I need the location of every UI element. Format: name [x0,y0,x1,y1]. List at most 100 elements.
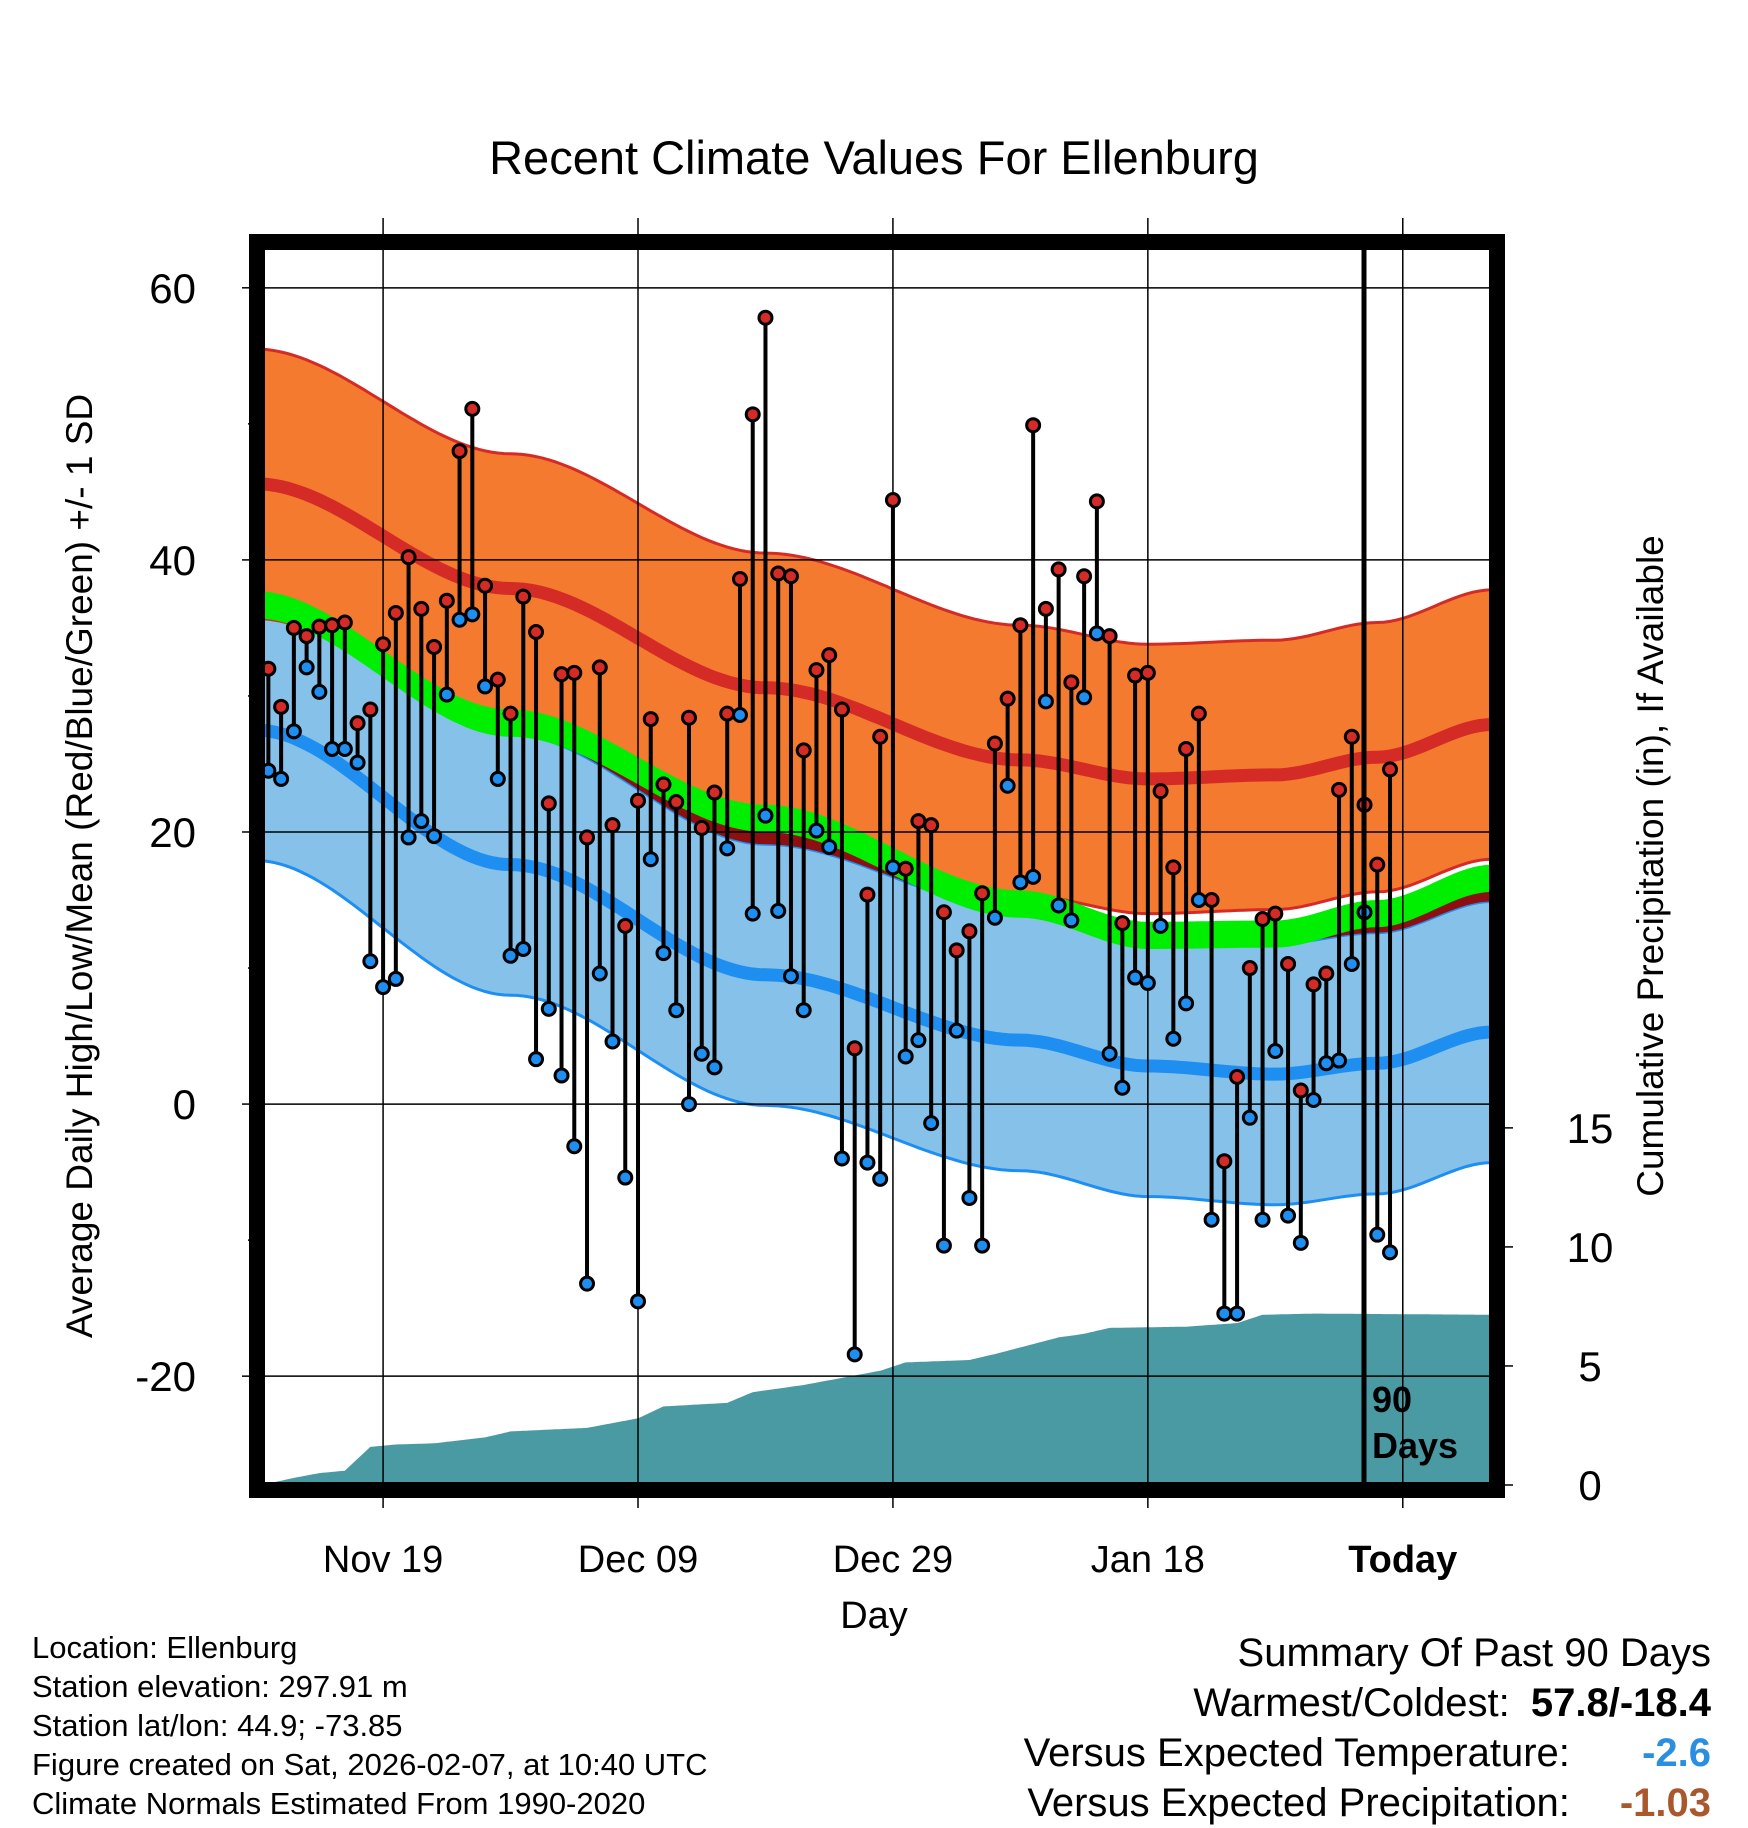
daily-low-point [1114,1079,1131,1096]
daily-high-point [744,406,761,423]
daily-high-point [579,829,596,846]
temp-departure-label: Versus Expected Temperature: [1023,1731,1570,1775]
daily-high-point [770,565,787,582]
daily-low-point [1203,1211,1220,1228]
location-text: Location: Ellenburg [32,1630,298,1665]
daily-high-point [1203,892,1220,909]
daily-high-point [1076,568,1093,585]
low-sd-band [262,599,1492,1205]
left-tick-label: 0 [173,1081,196,1128]
daily-high-point [1254,911,1271,928]
daily-high-point [693,819,710,836]
daily-low-point [999,777,1016,794]
daily-high-point [477,577,494,594]
y-axis-label-right: Cumulative Precipitation (in), If Availa… [1630,535,1671,1197]
daily-low-point [285,723,302,740]
daily-low-point [655,945,672,962]
daily-low-point [400,829,417,846]
daily-high-point [795,742,812,759]
daily-high-point [986,735,1003,752]
daily-low-point [438,686,455,703]
daily-low-point [1241,1109,1258,1126]
daily-low-point [935,1237,952,1254]
daily-low-point [719,840,736,857]
daily-high-point [948,942,965,959]
daily-high-point [630,792,647,809]
daily-low-point [961,1189,978,1206]
daily-low-point [566,1138,583,1155]
daily-high-point [974,885,991,902]
right-tick-label: 10 [1567,1224,1614,1271]
normals-text: Climate Normals Estimated From 1990-2020 [32,1786,646,1821]
daily-low-point [1012,874,1029,891]
daily-low-point [859,1154,876,1171]
daily-low-point [273,770,290,787]
daily-high-point [680,709,697,726]
today-label-90: 90 [1372,1379,1412,1420]
daily-low-point [897,1048,914,1065]
daily-high-point [859,886,876,903]
daily-high-point [591,659,608,676]
daily-low-point [1216,1305,1233,1322]
daily-low-point [1127,969,1144,986]
daily-high-point [757,309,774,326]
daily-high-point [1318,965,1335,982]
daily-high-point [1012,617,1029,634]
warmest-coldest-row: Warmest/Coldest: 57.8/-18.4 [1024,1678,1711,1728]
temp-departure-row: Versus Expected Temperature: -2.6 [1024,1728,1711,1778]
warmest-coldest-value: 57.8/-18.4 [1530,1681,1711,1725]
daily-low-point [1088,625,1105,642]
daily-high-point [1241,960,1258,977]
daily-low-point [1369,1226,1386,1243]
precip-departure-value: -1.03 [1619,1781,1711,1825]
daily-low-point [1254,1211,1271,1228]
daily-low-point [808,822,825,839]
daily-high-point [1127,667,1144,684]
daily-high-point [528,624,545,641]
daily-high-point [655,776,672,793]
daily-high-point [1229,1068,1246,1085]
summary-title: Summary Of Past 90 Days [1237,1631,1711,1675]
daily-low-point [477,678,494,695]
daily-temperature-marks [262,309,1399,1363]
daily-low-point [1139,974,1156,991]
daily-low-point [502,947,519,964]
right-tick-label: 5 [1578,1343,1601,1390]
daily-high-point [349,715,366,732]
daily-high-point [464,400,481,417]
daily-low-point [986,909,1003,926]
y-axis-label-left: Average Daily High/Low/Mean (Red/Blue/Gr… [59,394,100,1338]
precip-departure-label: Versus Expected Precipitation: [1027,1781,1570,1825]
daily-low-point [262,762,277,779]
daily-low-point [362,953,379,970]
latlon-text: Station lat/lon: 44.9; -73.85 [32,1708,403,1743]
daily-low-point [693,1045,710,1062]
daily-high-point [668,794,685,811]
daily-high-point [1152,783,1169,800]
daily-low-point [884,859,901,876]
normal-high-line [262,477,1492,786]
daily-high-point [1331,781,1348,798]
daily-high-point [884,492,901,509]
daily-high-point [642,711,659,728]
daily-high-point [1280,955,1297,972]
daily-low-point [528,1051,545,1068]
daily-low-point [948,1022,965,1039]
daily-high-point [1037,600,1054,617]
left-tick-label: -20 [135,1353,196,1400]
x-tick-label: Jan 18 [1091,1539,1205,1581]
plot-frame [249,234,1505,1498]
daily-low-point [846,1346,863,1363]
daily-low-point [770,902,787,919]
daily-low-point [375,979,392,996]
daily-low-point [630,1293,647,1310]
x-tick-label: Dec 09 [578,1539,698,1581]
daily-high-point [999,690,1016,707]
daily-high-point [489,671,506,688]
daily-low-point [591,965,608,982]
daily-low-point [1050,897,1067,914]
daily-low-point [1229,1305,1246,1322]
daily-low-point [1280,1207,1297,1224]
daily-low-point [974,1237,991,1254]
